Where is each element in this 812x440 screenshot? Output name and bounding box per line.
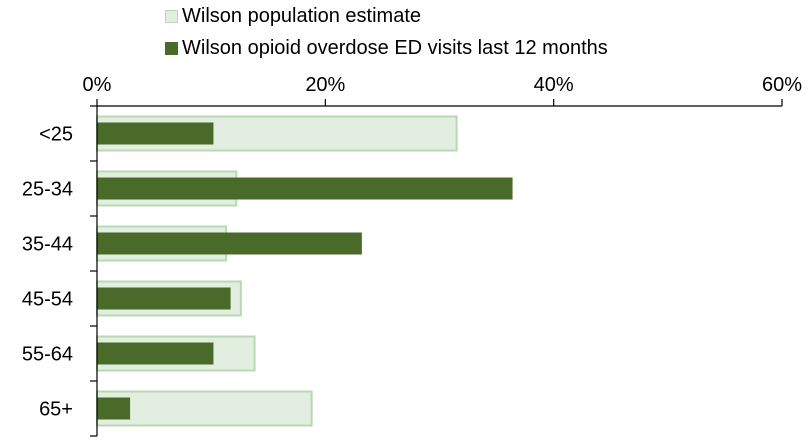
x-tick-label-3: 60% <box>762 74 802 96</box>
category-label-1: 25-34 <box>22 179 73 201</box>
category-label-5: 65+ <box>39 399 73 421</box>
legend-swatch-population <box>165 9 178 23</box>
bar-ed-visits-1 <box>97 177 513 200</box>
category-label-4: 55-64 <box>22 344 73 366</box>
category-label-3: 45-54 <box>22 289 73 311</box>
legend-label-population: Wilson population estimate <box>182 4 422 27</box>
x-tick-label-2: 40% <box>534 74 574 96</box>
legend-swatch-ed-visits <box>165 41 178 55</box>
category-label-2: 35-44 <box>22 234 73 256</box>
bar-ed-visits-3 <box>97 287 231 310</box>
bar-ed-visits-4 <box>97 342 214 365</box>
x-tick-label-1: 20% <box>305 74 345 96</box>
bar-ed-visits-0 <box>97 122 214 145</box>
bar-ed-visits-2 <box>97 232 362 255</box>
legend-label-ed-visits: Wilson opioid overdose ED visits last 12… <box>182 36 608 59</box>
category-label-0: <25 <box>39 124 73 146</box>
legend-item-population: Wilson population estimate <box>165 3 421 29</box>
bar-ed-visits-5 <box>97 397 131 420</box>
legend-item-ed-visits: Wilson opioid overdose ED visits last 12… <box>165 35 608 61</box>
x-tick-label-0: 0% <box>83 74 112 96</box>
